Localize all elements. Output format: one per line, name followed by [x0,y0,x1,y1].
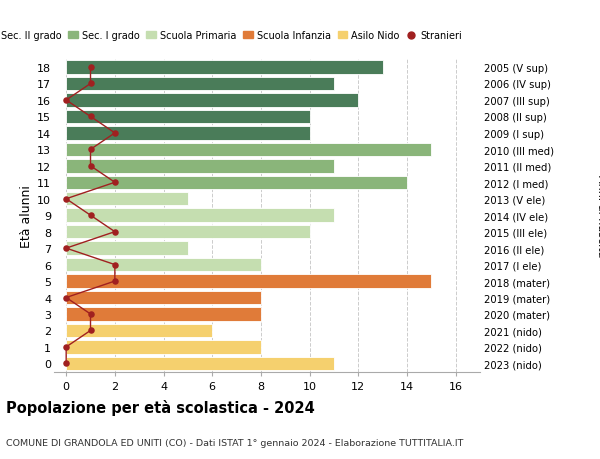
Point [61,196,71,203]
Bar [66,225,310,239]
Point [110,229,119,236]
Point [61,245,71,252]
Bar [66,324,212,337]
Bar [66,357,334,370]
Bar [66,258,261,272]
Bar [66,193,188,206]
Point [86,163,95,170]
Y-axis label: Età alunni: Età alunni [20,185,33,247]
Point [110,278,119,285]
Text: Popolazione per età scolastica - 2024: Popolazione per età scolastica - 2024 [6,399,315,415]
Bar [66,143,431,157]
Bar [66,209,334,223]
Bar [66,94,358,107]
Bar [66,341,261,354]
Point [86,113,95,121]
Bar [66,242,188,255]
Bar [66,291,261,305]
Point [61,360,71,367]
Point [61,343,71,351]
Legend: Sec. II grado, Sec. I grado, Scuola Primaria, Scuola Infanzia, Asilo Nido, Stran: Sec. II grado, Sec. I grado, Scuola Prim… [0,27,466,45]
Point [61,97,71,104]
Bar [66,127,310,140]
Bar [66,78,334,91]
Point [110,261,119,269]
Point [110,179,119,186]
Bar [66,176,407,190]
Point [61,294,71,302]
Bar [66,160,334,173]
Point [86,146,95,154]
Bar [66,61,383,75]
Text: COMUNE DI GRANDOLA ED UNITI (CO) - Dati ISTAT 1° gennaio 2024 - Elaborazione TUT: COMUNE DI GRANDOLA ED UNITI (CO) - Dati … [6,438,463,448]
Point [110,130,119,137]
Y-axis label: Anni di nascita: Anni di nascita [596,174,600,257]
Bar [66,308,261,321]
Point [86,212,95,219]
Point [86,311,95,318]
Point [86,81,95,88]
Point [86,327,95,335]
Point [86,64,95,72]
Bar [66,111,310,124]
Bar [66,274,431,288]
